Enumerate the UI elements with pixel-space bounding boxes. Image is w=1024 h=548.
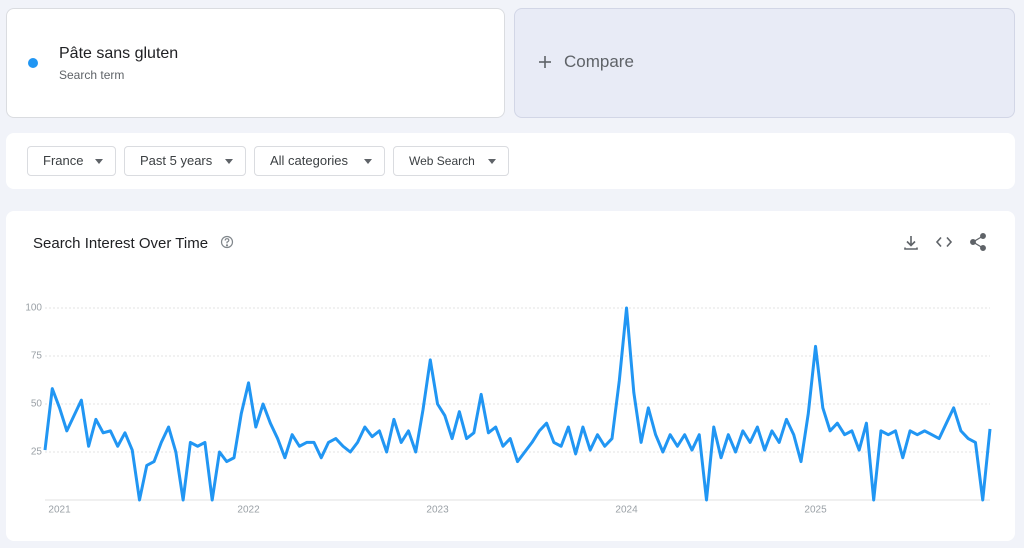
y-tick-label: 25: [31, 447, 43, 458]
search-term-subtitle: Search term: [59, 68, 125, 82]
help-circle: [220, 235, 234, 249]
y-tick-label: 50: [31, 399, 43, 410]
trend-line: [43, 306, 992, 502]
download-glyph: [904, 236, 918, 250]
compare-card[interactable]: [514, 8, 1015, 118]
region-filter[interactable]: France: [27, 146, 116, 176]
x-tick-label: 2025: [804, 505, 827, 516]
x-tick-label: 2024: [615, 505, 638, 516]
y-tick-label: 75: [31, 351, 43, 362]
category-filter[interactable]: All categories: [254, 146, 385, 176]
chart-title: Search Interest Over Time: [33, 235, 209, 252]
help-dot: [225, 244, 229, 247]
embed-icon[interactable]: [935, 236, 953, 248]
x-tick-label: 2023: [426, 505, 449, 516]
share-icon[interactable]: [970, 233, 986, 251]
embed-glyph: [935, 236, 953, 248]
x-tick-label: 2021: [48, 505, 71, 516]
search-term[interactable]: Pâte sans gluten: [59, 45, 179, 62]
chart-card: [6, 211, 1015, 541]
plus-icon[interactable]: [539, 56, 551, 68]
search-type-filter[interactable]: Web Search: [393, 146, 509, 176]
help-mark: [224, 238, 230, 244]
x-tick-label: 2022: [237, 505, 260, 516]
share-links: [971, 235, 984, 249]
compare-label[interactable]: Compare: [564, 52, 634, 71]
download-icon[interactable]: [904, 236, 918, 250]
term-color-dot: [28, 58, 38, 68]
help-icon[interactable]: [220, 235, 234, 249]
time-filter[interactable]: Past 5 years: [124, 146, 246, 176]
search-term-card[interactable]: [6, 8, 505, 118]
y-tick-label: 100: [25, 303, 42, 314]
